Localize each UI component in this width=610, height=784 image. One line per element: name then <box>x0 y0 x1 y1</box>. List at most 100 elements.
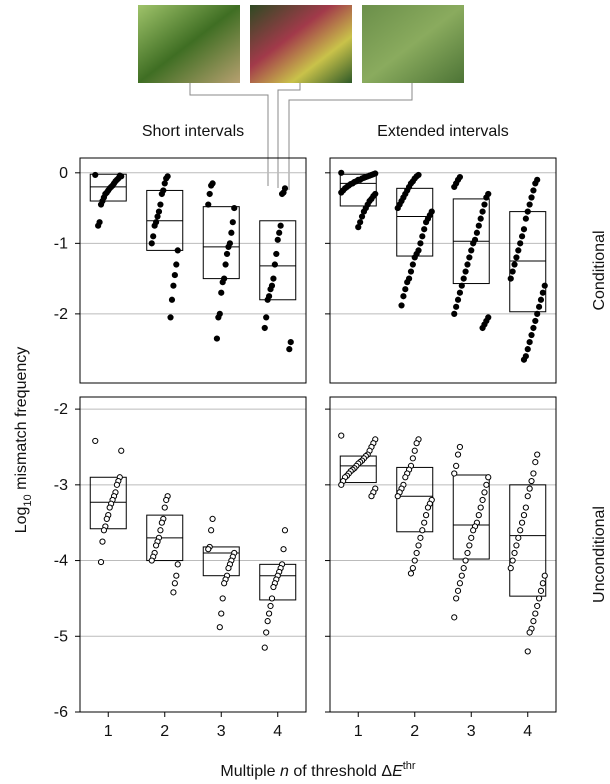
point <box>167 314 174 321</box>
point <box>462 268 469 275</box>
point <box>530 187 537 194</box>
x-tick-label: 1 <box>354 723 363 740</box>
point <box>526 629 533 636</box>
point <box>509 557 516 564</box>
point <box>451 183 458 191</box>
point <box>273 250 280 258</box>
label-part: of threshold Δ <box>289 763 393 780</box>
point <box>280 546 287 553</box>
point <box>404 279 411 286</box>
box <box>396 466 434 533</box>
label-part: 10 <box>22 494 34 506</box>
point <box>281 527 289 534</box>
point <box>270 275 277 282</box>
point <box>360 208 368 215</box>
box <box>259 220 297 301</box>
point <box>456 289 464 296</box>
point <box>163 175 170 182</box>
point <box>216 624 223 631</box>
point <box>535 303 543 310</box>
point <box>513 542 520 549</box>
point <box>462 557 469 564</box>
point <box>106 504 113 511</box>
point <box>454 451 462 458</box>
y-tick-label: -5 <box>54 628 68 645</box>
y-tick-label: -2 <box>54 306 68 323</box>
point <box>174 247 181 254</box>
point <box>213 335 221 342</box>
box <box>89 476 127 530</box>
point <box>95 222 102 229</box>
point <box>263 629 270 636</box>
photo <box>250 5 352 83</box>
point <box>517 527 524 534</box>
point <box>171 580 178 587</box>
point <box>422 219 430 226</box>
point <box>526 485 533 492</box>
point <box>464 261 471 268</box>
x-tick-label: 2 <box>410 723 419 740</box>
point <box>524 208 531 215</box>
box <box>452 474 490 560</box>
point <box>451 470 458 477</box>
point <box>468 247 475 254</box>
point <box>221 580 228 587</box>
point <box>158 190 165 198</box>
point <box>417 240 424 247</box>
point <box>92 171 99 179</box>
point <box>475 512 482 519</box>
panel-frame <box>329 157 557 384</box>
point <box>464 549 471 557</box>
point <box>267 286 274 293</box>
point <box>532 610 539 617</box>
point <box>223 250 231 258</box>
point <box>267 602 274 610</box>
box <box>202 206 240 280</box>
point <box>507 275 514 282</box>
y-axis-label: Log10 mismatch frequency <box>13 347 34 534</box>
x-tick-label: 4 <box>273 723 282 740</box>
point <box>168 296 176 303</box>
point <box>511 549 518 557</box>
point <box>456 580 464 587</box>
point <box>173 572 180 579</box>
label-part: mismatch frequency <box>13 347 30 495</box>
point <box>274 236 281 243</box>
point <box>530 618 537 625</box>
panel-frame <box>79 157 307 384</box>
point <box>541 572 548 579</box>
column-title: Short intervals <box>142 123 244 140</box>
box <box>202 546 240 577</box>
point <box>228 229 235 236</box>
point <box>113 481 121 488</box>
point <box>208 527 215 534</box>
point <box>453 462 460 470</box>
x-tick-label: 3 <box>467 723 476 740</box>
point <box>411 254 418 261</box>
point <box>402 286 409 293</box>
point <box>526 201 533 208</box>
box <box>339 455 377 484</box>
point <box>454 587 462 594</box>
point <box>97 201 105 208</box>
point <box>357 219 364 226</box>
point <box>481 201 488 208</box>
y-tick-label: 0 <box>59 165 68 182</box>
point <box>229 219 236 226</box>
x-axis-label: Multiple n of threshold ΔEthr <box>220 760 416 780</box>
point <box>413 549 420 557</box>
y-tick-label: -6 <box>54 704 68 721</box>
point <box>225 243 232 250</box>
point <box>539 580 546 587</box>
box <box>509 484 547 597</box>
point <box>205 201 212 208</box>
point <box>171 271 178 279</box>
point <box>222 261 229 268</box>
point <box>161 504 168 511</box>
point <box>263 314 270 321</box>
point <box>264 296 271 303</box>
point <box>215 314 222 321</box>
point <box>530 470 537 477</box>
point <box>276 229 283 236</box>
y-tick-label: -4 <box>54 553 68 570</box>
